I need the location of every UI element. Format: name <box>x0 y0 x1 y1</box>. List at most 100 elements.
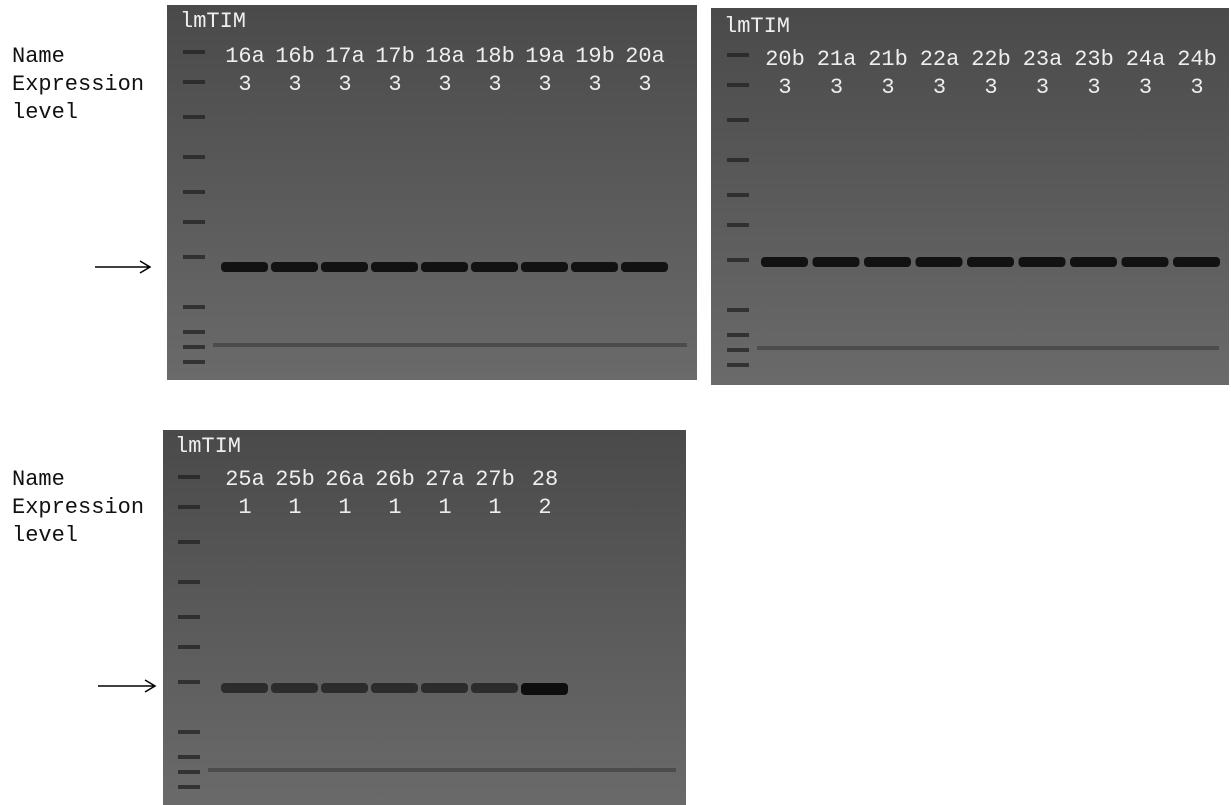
ladder-band <box>183 360 205 364</box>
lane-name: 21b <box>868 47 908 72</box>
protein-band <box>915 257 963 267</box>
arrows <box>95 260 157 693</box>
row-label: Expression level <box>12 72 145 125</box>
protein-band <box>1018 257 1066 267</box>
protein-band <box>1173 257 1220 267</box>
protein-band <box>371 683 418 693</box>
ladder-band <box>178 615 200 619</box>
protein-band <box>812 257 860 267</box>
lane-name: 26b <box>375 467 415 492</box>
ladder-band <box>178 645 200 649</box>
faint-band <box>757 346 1219 350</box>
expression-level: 3 <box>1190 75 1204 100</box>
lane-name: 24b <box>1177 47 1217 72</box>
protein-band <box>321 262 368 272</box>
lane-name: 20a <box>625 44 665 69</box>
lane-name: 19b <box>575 44 615 69</box>
ladder-band <box>727 333 749 337</box>
faint-band <box>213 343 687 347</box>
expression-level: 3 <box>538 72 552 97</box>
ladder-band <box>183 190 205 194</box>
ladder-band <box>727 158 749 162</box>
protein-band <box>864 257 911 267</box>
ladder-label: lmTIM <box>175 434 242 459</box>
expression-level: 3 <box>829 75 844 100</box>
lane-name: 21a <box>816 47 857 72</box>
protein-band <box>471 683 518 693</box>
lane-name: 22b <box>971 47 1011 72</box>
ladder-band <box>178 785 200 789</box>
lane-name: 16b <box>275 44 315 69</box>
expression-level: 1 <box>388 495 402 520</box>
expression-level: 1 <box>338 495 352 520</box>
ladder-band <box>178 540 200 544</box>
lane-name: 25a <box>225 467 265 492</box>
ladder-band <box>178 730 200 734</box>
protein-band <box>221 683 268 693</box>
expression-level: 3 <box>388 72 402 97</box>
expression-level: 3 <box>488 72 502 97</box>
protein-band <box>271 262 318 272</box>
lane-name: 18b <box>475 44 515 69</box>
ladder-band <box>178 505 200 509</box>
expression-level: 3 <box>1035 75 1050 100</box>
lane-name: 25b <box>275 467 315 492</box>
ladder-band <box>183 155 205 159</box>
lane-name: 23b <box>1074 47 1114 72</box>
ladder-band <box>178 475 200 479</box>
expression-level: 3 <box>288 72 302 97</box>
ladder-band <box>727 223 749 227</box>
lane-name: 20b <box>765 47 805 72</box>
protein-band <box>421 262 468 272</box>
protein-band <box>371 262 418 272</box>
protein-band <box>421 683 468 693</box>
ladder-band <box>178 580 200 584</box>
lane-name: 28 <box>531 467 559 492</box>
ladder-band <box>178 755 200 759</box>
ladder-band <box>178 680 200 684</box>
expression-level: 3 <box>881 75 895 100</box>
arrow <box>95 260 152 274</box>
ladder-band <box>183 255 205 259</box>
lane-name: 24a <box>1125 47 1166 72</box>
expression-level: 3 <box>1087 75 1101 100</box>
lane-name: 17a <box>325 44 365 69</box>
expression-level: 3 <box>438 72 452 97</box>
lane-name: 18a <box>425 44 465 69</box>
expression-level: 3 <box>984 75 998 100</box>
ladder-band <box>727 258 749 262</box>
protein-band <box>967 257 1014 267</box>
ladder-band <box>183 80 205 84</box>
ladder-band <box>183 305 205 309</box>
expression-level: 1 <box>238 495 252 520</box>
arrow <box>98 679 157 693</box>
protein-band <box>621 262 668 272</box>
ladder-band <box>727 348 749 352</box>
gel-1 <box>167 5 697 380</box>
ladder-band <box>183 220 205 224</box>
expression-level: 3 <box>238 72 252 97</box>
gel-3 <box>163 430 686 805</box>
protein-band <box>761 257 808 267</box>
protein-band <box>521 683 568 695</box>
expression-level: 3 <box>588 72 602 97</box>
faint-band <box>208 768 676 772</box>
protein-band <box>571 262 618 272</box>
gel-2 <box>711 8 1229 385</box>
lane-name: 19a <box>525 44 565 69</box>
ladder-label: lmTIM <box>724 14 791 39</box>
protein-band <box>1121 257 1169 267</box>
expression-level: 3 <box>1138 75 1153 100</box>
lane-name: 26a <box>325 467 365 492</box>
ladder-band <box>183 115 205 119</box>
protein-band <box>321 683 368 693</box>
expression-level: 3 <box>338 72 352 97</box>
ladder-band <box>183 345 205 349</box>
ladder-band <box>183 50 205 54</box>
protein-band <box>521 262 568 272</box>
protein-band <box>271 683 318 693</box>
expression-level: 1 <box>488 495 502 520</box>
lane-name: 22a <box>919 47 960 72</box>
